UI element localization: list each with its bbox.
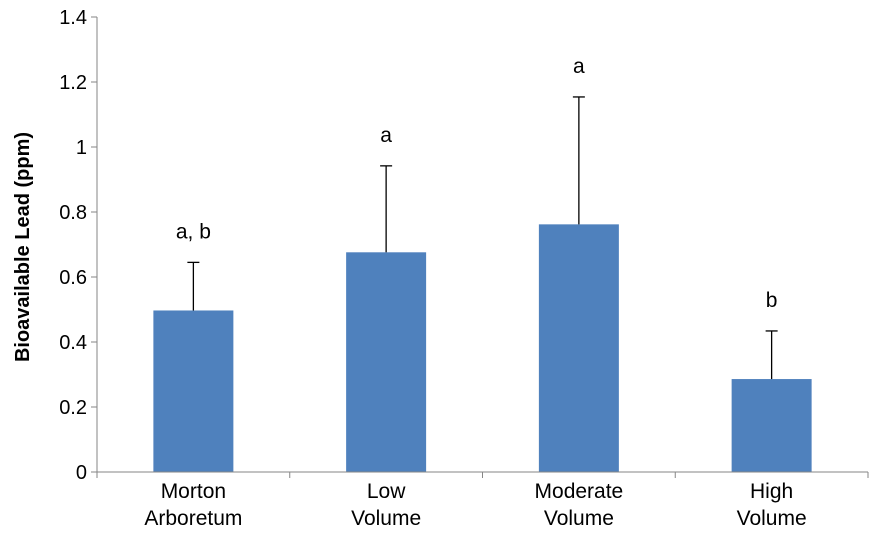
- bar: [346, 252, 427, 472]
- bar: [731, 379, 812, 472]
- x-category-label: Low Volume: [351, 480, 421, 530]
- y-axis-title: Bioavailable Lead (ppm): [12, 132, 34, 362]
- y-tick-label: 1: [76, 137, 87, 159]
- y-tick-label: 0.4: [59, 332, 87, 354]
- y-axis: 0 0.2 0.4 0.6 0.8 1 1.2 1.4: [59, 7, 98, 484]
- bar: [538, 224, 619, 472]
- bar: [153, 310, 234, 472]
- y-tick-label: 0.6: [59, 267, 87, 289]
- x-axis: Morton Arboretum Low Volume Moderate Volume Hi…: [96, 471, 869, 530]
- significance-label: a: [380, 124, 392, 147]
- x-category-label: High Volume: [737, 480, 807, 530]
- y-tick-label: 1.4: [59, 7, 87, 29]
- x-category-label: Morton Arboretum: [144, 480, 242, 530]
- y-tick-label: 1.2: [59, 72, 87, 94]
- y-tick-label: 0: [76, 462, 87, 484]
- y-tick-label: 0.2: [59, 397, 87, 419]
- x-category-label: Moderate Volume: [535, 480, 624, 530]
- y-tick-label: 0.8: [59, 202, 87, 224]
- significance-label: a: [573, 55, 585, 78]
- bars: a, b a a b: [153, 55, 812, 472]
- significance-label: b: [766, 289, 778, 312]
- significance-label: a, b: [176, 220, 211, 243]
